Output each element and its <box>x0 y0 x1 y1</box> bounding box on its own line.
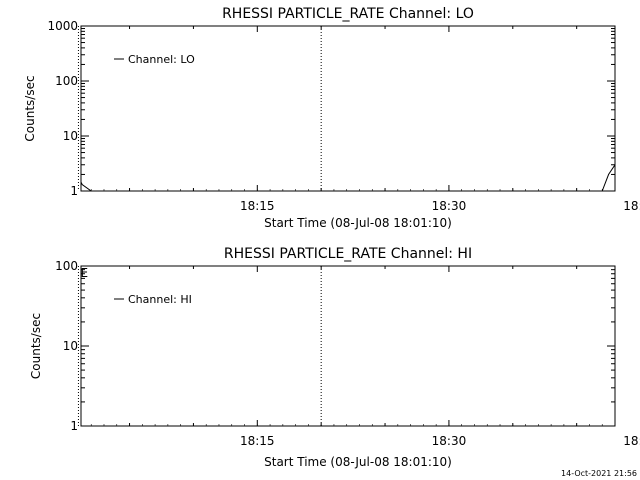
x-tick-label: 18:15 <box>240 434 275 448</box>
y-tick-label: 1000 <box>47 19 78 33</box>
x-tick-label: 18:15 <box>240 199 275 213</box>
x-axis-label: Start Time (08-Jul-08 18:01:10) <box>264 455 452 469</box>
x-tick-label: 18:30 <box>432 199 467 213</box>
y-tick-label: 10 <box>63 129 78 143</box>
series-line <box>81 181 92 191</box>
chart-title: RHESSI PARTICLE_RATE Channel: LO <box>222 6 474 22</box>
x-tick-label: 18:30 <box>432 434 467 448</box>
x-axis-label: Start Time (08-Jul-08 18:01:10) <box>264 216 452 230</box>
y-axis-label: Counts/sec <box>29 313 43 379</box>
y-tick-label: 1 <box>70 419 78 433</box>
y-tick-label: 1 <box>70 184 78 198</box>
timestamp: 14-Oct-2021 21:56 <box>561 469 637 478</box>
legend-entry: Channel: LO <box>128 53 195 66</box>
y-axis-label: Counts/sec <box>23 75 37 141</box>
plot-frame <box>80 25 616 192</box>
x-tick-label: 18:45 <box>623 199 640 213</box>
lo-channel-panel: RHESSI PARTICLE_RATE Channel: LO Start Ti… <box>23 6 640 230</box>
plot-frame <box>80 265 616 427</box>
marker-label: E <box>80 266 88 280</box>
chart-title: RHESSI PARTICLE_RATE Channel: HI <box>224 246 472 262</box>
series-line <box>601 164 615 191</box>
legend-entry: Channel: HI <box>128 293 192 306</box>
x-tick-label: 18:45 <box>623 434 640 448</box>
y-tick-label: 10 <box>63 339 78 353</box>
y-tick-label: 100 <box>55 74 78 88</box>
y-tick-label: 100 <box>55 259 78 273</box>
hi-channel-panel: RHESSI PARTICLE_RATE Channel: HI Start Ti… <box>29 246 640 469</box>
